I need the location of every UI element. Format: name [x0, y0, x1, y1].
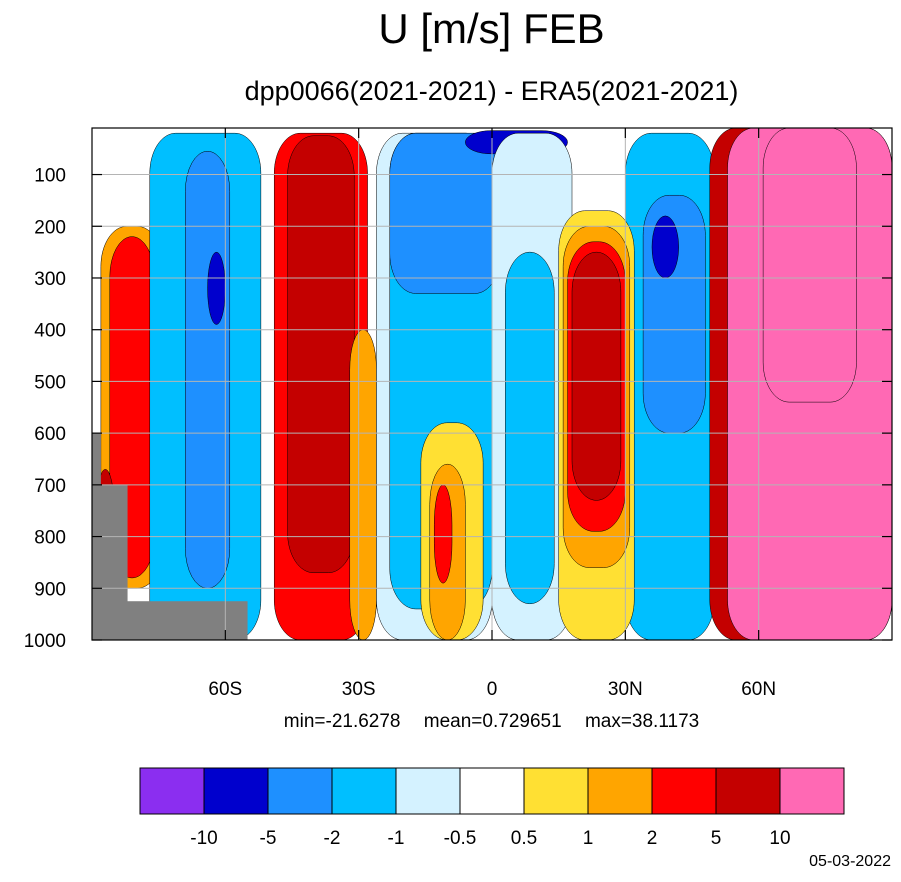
colorbar-label: -0.5 [444, 828, 477, 849]
stat-mean: mean=0.729651 [423, 711, 562, 732]
y-tick-label: 300 [34, 269, 66, 290]
colorbar-swatch [715, 767, 781, 815]
colorbar-label: 1 [583, 828, 594, 849]
chart-subtitle: dpp0066(2021-2021) - ERA5(2021-2021) [244, 76, 739, 106]
contour-region-5 [207, 251, 226, 325]
colorbar-swatch [459, 767, 525, 815]
colorbar-swatch [779, 767, 845, 815]
colorbar-swatch [523, 767, 589, 815]
colorbar-label: -5 [260, 828, 277, 849]
y-tick-label: 800 [34, 528, 66, 549]
colorbar-label: -10 [190, 828, 217, 849]
x-tick-label: 0 [487, 679, 498, 700]
colorbar-swatch [587, 767, 653, 815]
colorbar-swatch [395, 767, 461, 815]
stats-line: min=-21.6278 mean=0.729651 max=38.1173 [0, 709, 901, 735]
contour-region-7 [287, 135, 355, 574]
y-tick-label: 100 [34, 166, 66, 187]
contour-region-20 [651, 215, 679, 279]
y-tick-label: 200 [34, 217, 66, 238]
colorbar-swatch [331, 767, 397, 815]
colorbar-swatch [203, 767, 269, 815]
y-tick-label: 500 [34, 372, 66, 393]
x-tick-label: 60N [741, 679, 776, 700]
y-tick-label: 1000 [24, 631, 66, 652]
y-tick-label: 400 [34, 321, 66, 342]
colorbar-label: 10 [769, 828, 790, 849]
stat-min: min=-21.6278 [283, 711, 401, 732]
chart-title: U [m/s] FEB [378, 5, 605, 52]
x-tick-label: 60S [208, 679, 242, 700]
colorbar-label: 5 [711, 828, 722, 849]
colorbar-label: -1 [388, 828, 405, 849]
stat-max: max=38.1173 [584, 711, 700, 732]
y-tick-label: 600 [34, 424, 66, 445]
contour-region-17 [505, 251, 555, 605]
missing-data-mask [92, 601, 248, 640]
contour-region-27 [762, 128, 857, 403]
colorbar-label: 2 [647, 828, 658, 849]
y-tick-label: 900 [34, 579, 66, 600]
x-tick-label: 30N [608, 679, 643, 700]
y-tick-label: 700 [34, 476, 66, 497]
colorbar-swatch [651, 767, 717, 815]
colorbar-label: 0.5 [511, 828, 537, 849]
colorbar-swatch [139, 767, 205, 815]
x-tick-label: 30S [342, 679, 376, 700]
contour-region-11 [389, 132, 502, 294]
footer-date: 05-03-2022 [809, 853, 891, 870]
contour-region-4 [185, 151, 231, 589]
contour-region-15 [433, 484, 453, 584]
contour-region-24 [571, 251, 622, 501]
colorbar-label: -2 [324, 828, 341, 849]
colorbar-swatch [267, 767, 333, 815]
